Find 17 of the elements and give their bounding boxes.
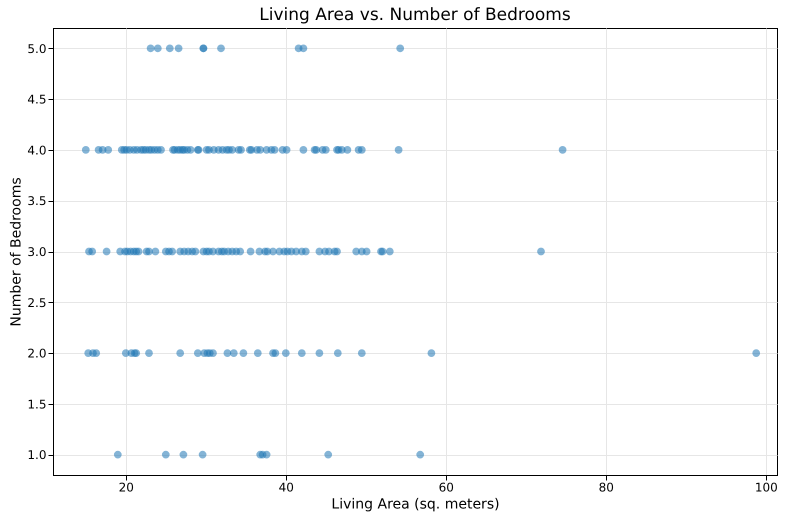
- y-tick-label: 4.5: [27, 92, 46, 107]
- y-tick-label: 1.5: [27, 397, 46, 412]
- y-tick-label: 1.0: [27, 448, 46, 462]
- y-tick-label: 3.5: [27, 194, 46, 208]
- x-axis-title: Living Area (sq. meters): [331, 496, 500, 512]
- y-tick-label: 4.0: [27, 143, 46, 158]
- y-tick-label: 2.5: [27, 296, 46, 310]
- y-axis-title: Number of Bedrooms: [8, 177, 24, 327]
- x-tick-label: 60: [438, 480, 454, 494]
- x-tick-label: 20: [118, 480, 134, 494]
- x-tick-label: 40: [278, 480, 294, 494]
- x-tick-label: 80: [598, 480, 614, 494]
- y-tick-label: 2.0: [27, 346, 46, 361]
- chart-title: Living Area vs. Number of Bedrooms: [259, 5, 571, 25]
- x-tick-label: 100: [754, 480, 778, 494]
- y-tick-label: 5.0: [27, 42, 46, 56]
- y-tick-label: 3.0: [27, 245, 46, 259]
